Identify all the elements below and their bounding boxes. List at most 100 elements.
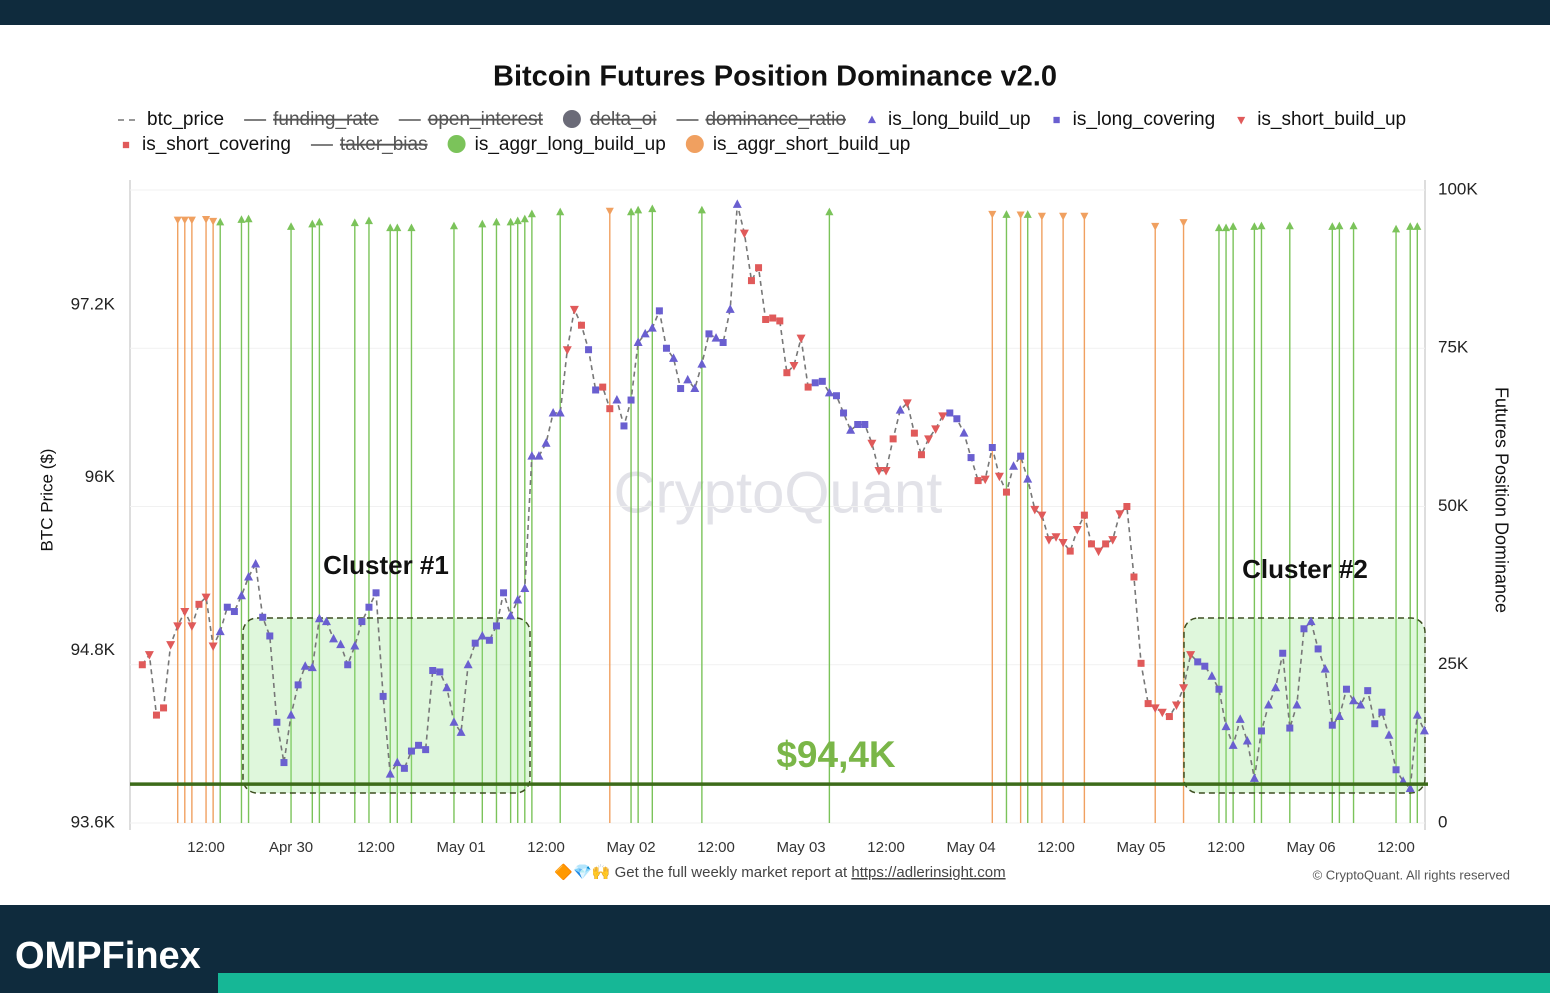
marker (280, 759, 288, 767)
legend-symbol (867, 115, 877, 124)
marker (1413, 222, 1422, 230)
x-tick-label: May 03 (776, 839, 825, 856)
marker (449, 221, 459, 230)
marker (1037, 511, 1047, 521)
marker (1406, 222, 1415, 230)
marker (478, 219, 487, 228)
marker (1264, 700, 1274, 709)
marker (442, 682, 452, 692)
marker (895, 405, 905, 414)
reference-label: $94,4K (776, 734, 896, 775)
marker (122, 141, 130, 149)
marker (329, 633, 339, 643)
marker (647, 323, 657, 332)
marker (180, 216, 189, 225)
marker (548, 407, 558, 417)
marker (1334, 711, 1344, 721)
marker (648, 204, 657, 213)
marker (173, 622, 183, 631)
marker (527, 451, 537, 460)
marker (1066, 547, 1074, 555)
marker (881, 467, 891, 476)
marker (1108, 536, 1118, 545)
marker (223, 603, 231, 611)
marker (471, 639, 479, 647)
marker (307, 662, 317, 672)
marker (1328, 222, 1337, 230)
legend-symbol (1237, 116, 1246, 125)
marker (562, 346, 572, 355)
marker (463, 659, 473, 669)
marker (422, 746, 430, 754)
marker (449, 717, 459, 726)
marker (627, 396, 635, 404)
marker (980, 475, 990, 485)
marker (1044, 536, 1054, 545)
marker (520, 583, 530, 593)
watermark: CryptoQuant (614, 460, 943, 525)
marker (719, 338, 727, 346)
footer-note: 🔶💎🙌 Get the full weekly market report at… (554, 863, 1005, 881)
marker (1221, 721, 1231, 731)
legend-symbol (685, 135, 704, 153)
marker (202, 215, 211, 224)
marker (1378, 708, 1386, 716)
marker (711, 333, 721, 342)
marker (1017, 452, 1025, 460)
marker (1137, 659, 1145, 667)
marker (1328, 721, 1336, 729)
legend-label: open_interest (428, 109, 544, 130)
footer-link[interactable]: https://adlerinsight.com (851, 864, 1005, 881)
marker (789, 362, 799, 371)
marker (1037, 212, 1046, 221)
marker (825, 207, 834, 216)
marker (1242, 735, 1252, 745)
y-tick-label: 94.8K (71, 640, 116, 659)
marker (251, 559, 261, 568)
marker (1207, 671, 1217, 680)
marker (485, 636, 493, 644)
marker (577, 321, 585, 329)
marker (393, 223, 402, 232)
marker (1257, 727, 1265, 735)
marker (1214, 223, 1224, 232)
marker (683, 374, 693, 384)
legend-symbol (447, 135, 466, 153)
marker (1364, 687, 1372, 695)
legend-symbol (122, 141, 130, 149)
marker (1285, 221, 1294, 230)
marker (1080, 511, 1088, 519)
marker (1130, 573, 1138, 581)
marker (1306, 616, 1316, 626)
legend-label: is_long_covering (1073, 109, 1216, 130)
brand-logo: OMPFinex (15, 935, 201, 977)
annotation: Cluster #1 (323, 550, 449, 580)
legend-label: btc_price (147, 109, 224, 130)
marker (556, 207, 565, 216)
marker (725, 304, 735, 313)
marker (655, 307, 663, 315)
marker (776, 317, 784, 325)
legend-label: is_long_build_up (888, 109, 1031, 130)
marker (173, 216, 182, 225)
marker (605, 207, 614, 216)
marker (350, 218, 359, 227)
marker (379, 692, 387, 700)
marker (633, 337, 643, 346)
marker (606, 405, 614, 413)
marker (492, 622, 500, 630)
annotation: Cluster #2 (1242, 554, 1368, 584)
marker (1215, 685, 1223, 693)
marker (1072, 526, 1082, 535)
marker (259, 613, 267, 621)
y2-tick-label: 75K (1438, 338, 1469, 357)
marker (1412, 710, 1422, 719)
marker (1405, 783, 1415, 792)
y-tick-label: 96K (85, 467, 116, 486)
marker (1023, 474, 1033, 483)
marker (732, 199, 742, 208)
marker (365, 603, 373, 611)
marker (1286, 724, 1294, 732)
marker (187, 622, 197, 631)
marker (585, 346, 593, 354)
